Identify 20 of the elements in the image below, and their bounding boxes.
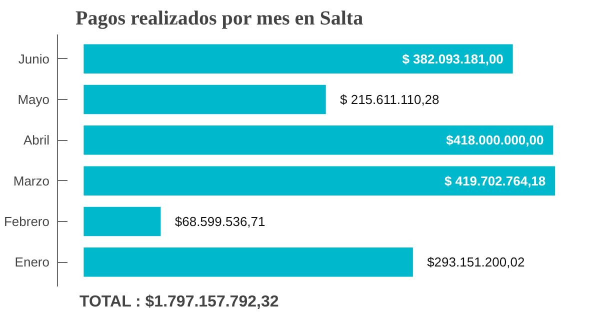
y-tick-label: Junio [18, 51, 50, 66]
y-tick-label: Marzo [13, 173, 50, 188]
bar [84, 126, 554, 155]
data-label: $ 215.611.110,28 [340, 92, 440, 108]
data-label: $ 419.702.764,18 [444, 173, 546, 188]
data-label: $293.151.200,02 [427, 254, 525, 270]
data-label: $68.599.536,71 [174, 214, 266, 229]
y-tick-label: Mayo [18, 92, 50, 108]
bar [84, 166, 556, 196]
data-label: $ 382.093.181,00 [402, 51, 504, 66]
text: TOTAL : $1.797.157.792,32 [80, 294, 279, 310]
bar [84, 44, 513, 74]
data-label: $418.000.000,00 [446, 132, 544, 148]
y-tick-label: Febrero [4, 214, 50, 229]
bar [84, 84, 326, 114]
bar [84, 206, 161, 236]
bar [84, 247, 413, 277]
y-tick-label: Abril [23, 132, 50, 148]
y-tick-label: Enero [14, 254, 50, 270]
chart-title: Pagos realizados por mes en Salta [76, 8, 364, 30]
